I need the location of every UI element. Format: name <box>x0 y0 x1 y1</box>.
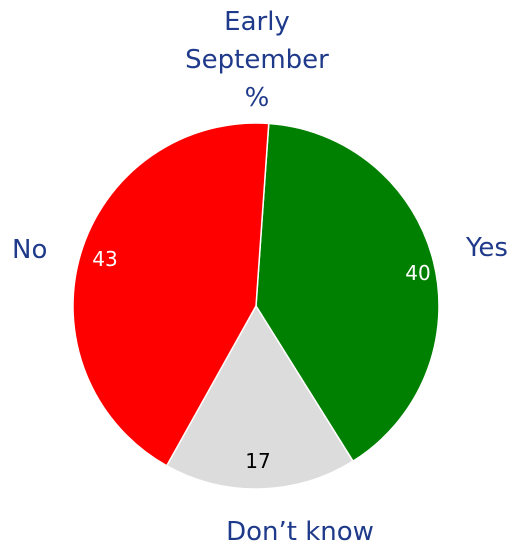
pie-slice-yes <box>255 122 440 463</box>
slice-label-no: No <box>12 235 47 265</box>
data-label-don-t-know: 17 <box>245 449 270 473</box>
slice-label-yes: Yes <box>465 233 508 263</box>
data-label-yes: 40 <box>405 261 430 285</box>
title-line-1: Early <box>224 7 290 37</box>
slice-label-dont-know: Don’t know <box>226 517 374 547</box>
pie-slice-don-t-know <box>165 304 355 490</box>
pie-slice-no <box>72 122 270 467</box>
pie-data-labels: 40 17 43 <box>92 247 430 473</box>
data-label-no: 43 <box>92 247 117 271</box>
title-line-3: % <box>245 83 270 113</box>
pie-legend-labels: Yes Don’t know No <box>12 233 508 547</box>
chart-title: Early September % <box>185 7 329 113</box>
title-line-2: September <box>185 45 329 75</box>
pie-slices <box>72 122 440 490</box>
